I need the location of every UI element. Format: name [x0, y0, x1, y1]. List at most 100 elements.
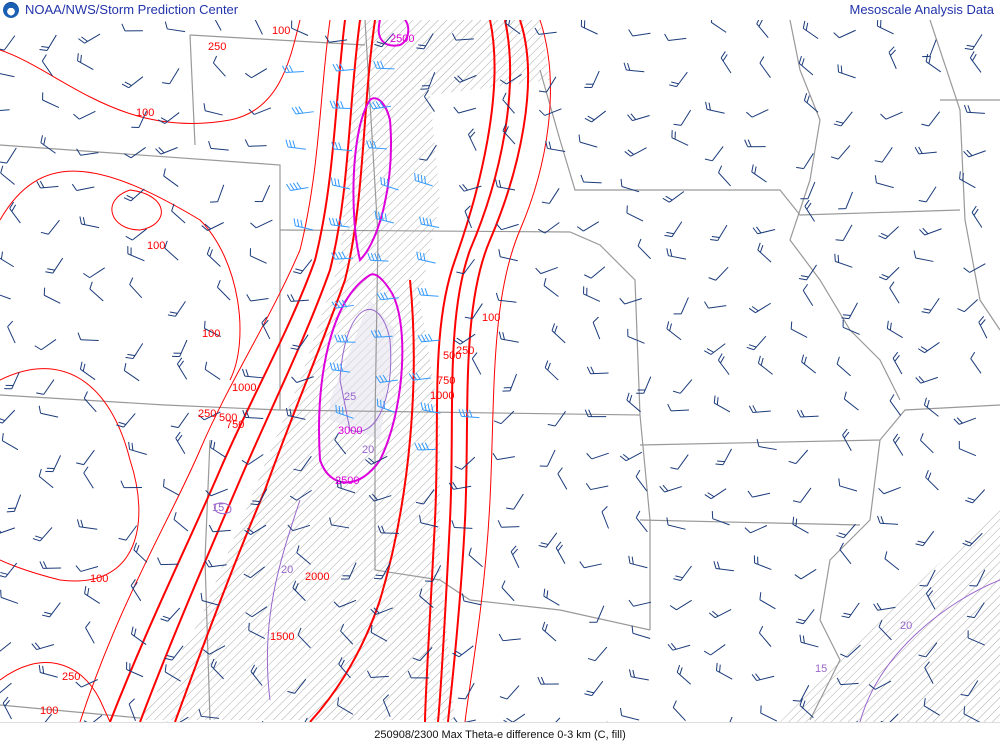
- wind-barb: [498, 332, 520, 343]
- wind-barb: [753, 223, 775, 235]
- wind-barb: [81, 710, 102, 722]
- wind-barb: [712, 396, 734, 412]
- wind-barb: [161, 169, 182, 187]
- contour-label: 100: [147, 240, 165, 252]
- wind-barb: [42, 288, 64, 304]
- wind-barb: [202, 103, 224, 115]
- wind-barb: [498, 520, 519, 528]
- wind-barb: [171, 409, 189, 430]
- wind-barb: [634, 470, 652, 491]
- wind-barb: [124, 662, 146, 677]
- wind-barb: [965, 485, 984, 505]
- wind-barb: [292, 218, 314, 229]
- wind-barb: [164, 22, 186, 32]
- wind-barb: [623, 63, 645, 72]
- wind-barb: [957, 171, 979, 187]
- wind-barb: [40, 92, 62, 107]
- wind-barb: [494, 179, 516, 190]
- wind-barb: [45, 452, 60, 474]
- wind-barb: [455, 452, 475, 471]
- wind-barb: [126, 223, 147, 241]
- wind-barb: [625, 142, 647, 158]
- wind-barb: [674, 295, 689, 317]
- wind-barb: [76, 519, 98, 529]
- wind-barb: [885, 321, 907, 338]
- wind-barb: [625, 393, 646, 412]
- wind-barb: [584, 261, 605, 280]
- wind-barb: [248, 248, 270, 263]
- wind-barb: [122, 71, 143, 89]
- wind-barb: [40, 31, 57, 53]
- wind-barb: [84, 622, 100, 644]
- wind-barb: [73, 105, 95, 120]
- wind-barb: [121, 480, 142, 487]
- wind-barb: [704, 299, 726, 309]
- wind-barb: [913, 251, 935, 262]
- wind-barb: [584, 68, 599, 90]
- wind-barb: [33, 523, 52, 543]
- wind-barb: [172, 337, 187, 359]
- wind-barb: [496, 293, 518, 302]
- wind-barb: [540, 713, 560, 722]
- wind-barb: [919, 222, 941, 236]
- wind-barb: [748, 486, 770, 497]
- hatched-fill: [140, 20, 1000, 722]
- wind-barb: [585, 105, 606, 123]
- contour-label: 15: [212, 502, 224, 514]
- wind-barb: [964, 144, 986, 158]
- wind-barb: [247, 292, 269, 302]
- wind-barb: [168, 297, 186, 318]
- wind-barb: [285, 140, 307, 150]
- wind-barb: [758, 57, 776, 78]
- wind-barb: [836, 64, 858, 77]
- wind-barb: [797, 56, 818, 75]
- wind-barb: [718, 714, 732, 722]
- wind-barb: [965, 31, 982, 52]
- contour-label: 20: [900, 620, 912, 632]
- wind-barb: [176, 358, 193, 380]
- wind-barb: [629, 26, 651, 36]
- wind-barb: [161, 479, 183, 495]
- wind-barbs: [0, 20, 993, 722]
- wind-barb: [0, 65, 16, 76]
- wind-barb: [454, 328, 475, 345]
- wind-barb: [0, 521, 15, 535]
- wind-barb: [292, 105, 314, 115]
- wind-barb: [790, 517, 812, 533]
- wind-barb: [665, 31, 687, 40]
- wind-barb: [789, 321, 811, 337]
- wind-barb: [36, 376, 54, 397]
- contour-label: 250: [198, 408, 216, 420]
- wind-barb: [0, 103, 10, 112]
- wind-barb: [0, 405, 15, 425]
- wind-barb: [664, 218, 681, 239]
- wind-barb: [0, 250, 17, 267]
- wind-barb: [0, 637, 11, 656]
- wind-barb: [879, 262, 899, 282]
- wind-barb: [799, 355, 820, 374]
- wind-barb: [541, 589, 563, 606]
- wind-barb: [802, 93, 822, 112]
- wind-barb: [875, 20, 897, 34]
- wind-barb: [454, 101, 476, 113]
- wind-barb: [922, 294, 940, 315]
- wind-barb: [957, 294, 977, 313]
- wind-barb: [704, 639, 725, 657]
- wind-barb: [0, 559, 17, 580]
- wind-barb: [916, 371, 938, 384]
- wind-barb: [38, 135, 59, 153]
- wind-barb: [704, 338, 725, 356]
- wind-barb: [673, 375, 692, 396]
- product-title: Mesoscale Analysis Data: [849, 2, 994, 17]
- wind-barb: [255, 182, 270, 204]
- wind-barb: [76, 446, 94, 467]
- contour-label: 20: [362, 444, 374, 456]
- wind-barb: [883, 551, 904, 570]
- wind-barb: [670, 594, 692, 611]
- wind-barb: [82, 586, 103, 603]
- contour-label: 100: [272, 25, 290, 37]
- wind-barb: [88, 282, 108, 301]
- wind-barb: [840, 320, 862, 335]
- wind-barb: [556, 468, 573, 490]
- wind-barb: [497, 249, 519, 260]
